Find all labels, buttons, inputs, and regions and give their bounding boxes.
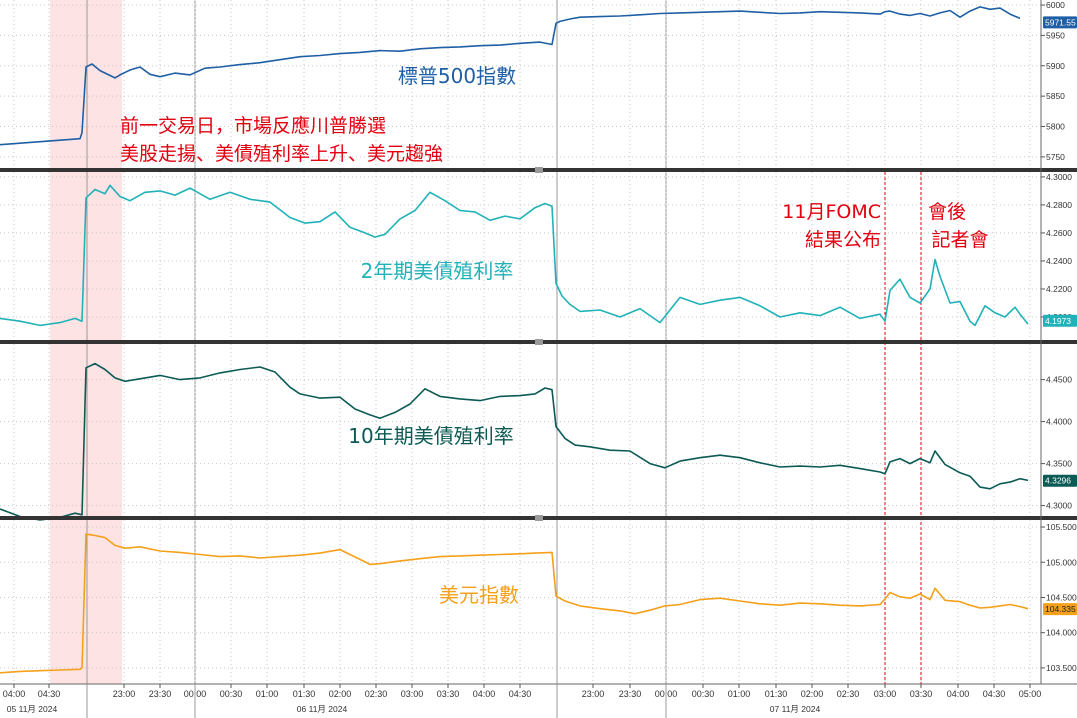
x-tick-label: 04:30 — [509, 689, 532, 699]
panel-title: 美元指數 — [439, 583, 519, 607]
x-tick-label: 04:00 — [473, 689, 496, 699]
presser-annotation-line1: 會後 — [928, 201, 966, 223]
panel-2: 4.20004.22004.24004.26004.28004.30004.19… — [0, 172, 1077, 327]
y-tick-label: 105.000 — [1046, 557, 1077, 567]
y-tick-label: 5900 — [1046, 61, 1065, 71]
panel-4: 103.500 104.000 104.500 105.000 105.500 104.3… — [0, 522, 1077, 674]
x-tick-label: 04:00 — [947, 689, 970, 699]
panel-resize-handle[interactable] — [535, 167, 543, 173]
panel-3: 4.3000 4.3500 4.4000 4.4500 4.3296 10年期美債殖利率 — [0, 362, 1077, 521]
x-tick-label: 01:00 — [728, 689, 751, 699]
last-value-badge — [1043, 474, 1077, 487]
last-value-label: 104.335 — [1045, 604, 1076, 614]
y-tick-label: 5950 — [1046, 30, 1065, 40]
x-tick-label: 04:30 — [38, 689, 61, 699]
y-tick-label: 103.500 — [1046, 663, 1077, 673]
last-value-label: 4.1973 — [1045, 316, 1071, 326]
y-tick-label: 4.2600 — [1046, 228, 1072, 238]
y-tick-label: 5850 — [1046, 91, 1065, 101]
panel-title: 標普500指數 — [398, 64, 516, 88]
x-tick-label: 02:30 — [365, 689, 388, 699]
x-tick-label: 02:00 — [329, 689, 352, 699]
y-tick-label: 4.3000 — [1046, 172, 1072, 182]
panel-1: 5750 5800 5850 5900 5950 6000 5971.55 標普500指數 — [0, 0, 1077, 162]
fomc-annotation-line2: 結果公布 — [805, 229, 881, 251]
y-tick-label: 4.3500 — [1046, 459, 1072, 469]
y-tick-label: 5750 — [1046, 152, 1065, 162]
panel-title: 10年期美債殖利率 — [348, 424, 513, 448]
last-value-badge — [1043, 314, 1077, 327]
x-tick-label: 23:30 — [619, 689, 642, 699]
x-tick-label: 01:30 — [293, 689, 316, 699]
y-tick-label: 4.2400 — [1046, 256, 1072, 266]
x-tick-label: 03:30 — [437, 689, 460, 699]
panels-layer: 5750 5800 5850 5900 5950 6000 5971.55 標普500指數 4.… — [0, 0, 1077, 674]
y-tick-label: 104.000 — [1046, 628, 1077, 638]
x-tick-label: 03:00 — [401, 689, 424, 699]
y-tick-label: 6000 — [1046, 0, 1065, 10]
x-tick-label: 23:00 — [582, 689, 605, 699]
y-tick-label: 105.500 — [1046, 522, 1077, 532]
panel-title: 2年期美債殖利率 — [361, 259, 514, 283]
last-value-label: 5971.55 — [1045, 17, 1076, 27]
x-tick-label: 00:30 — [220, 689, 243, 699]
y-tick-label: 4.4500 — [1046, 375, 1072, 385]
x-tick-label: 23:30 — [149, 689, 172, 699]
x-tick-label: 00:30 — [692, 689, 715, 699]
y-tick-label: 104.500 — [1046, 592, 1077, 602]
x-tick-label: 04:30 — [983, 689, 1006, 699]
x-tick-label: 01:00 — [256, 689, 279, 699]
x-tick-label: 02:30 — [837, 689, 860, 699]
x-tick-label: 04:00 — [3, 689, 26, 699]
y-tick-label: 4.4000 — [1046, 417, 1072, 427]
series-line — [0, 362, 1029, 521]
series-line — [0, 6, 1021, 146]
x-tick-label: 23:00 — [113, 689, 136, 699]
y-tick-label: 4.3000 — [1046, 501, 1072, 511]
x-date-label: 06 11月 2024 — [297, 704, 348, 714]
x-tick-label: 02:00 — [801, 689, 824, 699]
series-line — [0, 184, 1029, 327]
last-value-badge — [1043, 16, 1077, 29]
annotations-layer: 前一交易日，市場反應川普勝選 美股走揚、美債殖利率上升、美元趨強 11月FOMC… — [120, 114, 989, 251]
last-value-label: 4.3296 — [1045, 476, 1071, 486]
x-tick-label: 03:00 — [874, 689, 897, 699]
x-date-label: 07 11月 2024 — [770, 704, 821, 714]
panel-resize-handle[interactable] — [535, 515, 543, 521]
y-tick-label: 5800 — [1046, 122, 1065, 132]
x-tick-label: 05:00 — [1019, 689, 1042, 699]
election-annotation-line2: 美股走揚、美債殖利率上升、美元趨強 — [120, 143, 443, 165]
last-value-badge — [1043, 603, 1077, 616]
presser-annotation-line2: 記者會 — [931, 229, 988, 251]
y-tick-label: 4.2800 — [1046, 200, 1072, 210]
x-tick-label: 01:30 — [765, 689, 788, 699]
series-line — [0, 533, 1029, 674]
x-tick-label: 03:30 — [910, 689, 933, 699]
election-annotation-line1: 前一交易日，市場反應川普勝選 — [120, 114, 386, 137]
y-tick-label: 4.2200 — [1046, 284, 1072, 294]
panel-resize-handle[interactable] — [535, 339, 543, 345]
x-date-label: 05 11月 2024 — [7, 704, 58, 714]
fomc-annotation-line1: 11月FOMC — [782, 201, 881, 223]
